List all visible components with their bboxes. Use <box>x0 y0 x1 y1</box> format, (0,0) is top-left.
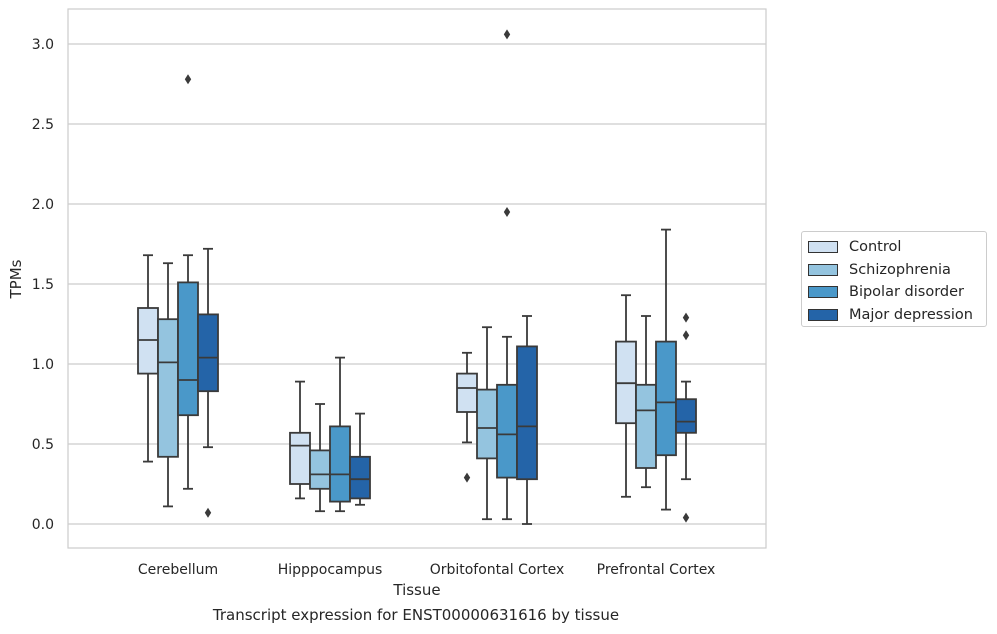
box-cerebellum-schizophrenia <box>157 262 179 508</box>
box-series <box>137 29 697 525</box>
x-axis-label: Tissue <box>392 581 440 599</box>
legend-label: Control <box>849 239 902 256</box>
legend-label: Bipolar disorder <box>849 284 964 301</box>
iqr-box <box>309 449 331 490</box>
iqr-box <box>516 345 538 481</box>
outlier-point <box>503 207 511 217</box>
box-orbitofontal-cortex-major-depression <box>516 315 538 525</box>
outlier-point <box>682 312 690 323</box>
legend-item: Major depression <box>808 304 980 327</box>
outlier-point <box>503 29 511 40</box>
legend-item: Bipolar disorder <box>808 281 980 304</box>
x-tick-label: Cerebellum <box>138 562 218 578</box>
outlier-point <box>682 512 690 523</box>
outlier-point <box>204 507 212 518</box>
box-prefrontal-cortex-schizophrenia <box>635 315 657 489</box>
legend-label: Major depression <box>849 306 973 323</box>
iqr-box <box>456 372 478 413</box>
box-hipppocampus-major-depression <box>349 412 371 506</box>
box-hipppocampus-schizophrenia <box>309 403 331 513</box>
legend-swatch <box>808 263 838 276</box>
legend: Control Schizophrenia Bipolar disorder Majo… <box>801 231 987 327</box>
box-hipppocampus-bipolar-disorder <box>329 356 351 513</box>
box-prefrontal-cortex-control <box>615 294 637 498</box>
plot-area-frame <box>67 8 767 549</box>
y-tick-label: 1.5 <box>32 277 54 293</box>
y-tick-label: 3.0 <box>32 37 54 53</box>
iqr-box <box>349 455 371 500</box>
y-tick-label: 0.5 <box>32 437 54 453</box>
outlier-point <box>184 74 192 85</box>
x-tick-label: Hipppocampus <box>278 562 383 578</box>
box-orbitofontal-cortex-schizophrenia <box>476 326 498 521</box>
chart-caption: Transcript expression for ENST0000063161… <box>212 606 620 624</box>
box-prefrontal-cortex-major-depression <box>675 312 697 523</box>
x-tick-labels: Cerebellum Hipppocampus Orbitofontal Corte… <box>138 562 715 578</box>
y-tick-label: 2.5 <box>32 117 54 133</box>
iqr-box <box>329 425 351 503</box>
iqr-box <box>496 383 518 479</box>
y-tick-label: 1.0 <box>32 357 54 373</box>
iqr-box <box>476 388 498 460</box>
y-tick-label: 0.0 <box>32 517 54 533</box>
iqr-box <box>289 431 311 485</box>
legend-item: Control <box>808 236 980 259</box>
box-cerebellum-control <box>137 254 159 463</box>
y-axis-label: TPMs <box>7 259 25 299</box>
iqr-box <box>177 281 199 417</box>
iqr-box <box>635 383 657 469</box>
box-cerebellum-major-depression <box>197 247 219 518</box>
iqr-box <box>157 318 179 458</box>
legend-swatch <box>808 308 838 321</box>
x-tick-label: Prefrontal Cortex <box>597 562 716 578</box>
y-tick-labels: 0.0 0.5 1.0 1.5 2.0 2.5 3.0 <box>32 37 54 533</box>
outlier-point <box>682 330 690 341</box>
box-orbitofontal-cortex-control <box>456 351 478 483</box>
legend-swatch <box>808 286 838 299</box>
x-tick-label: Orbitofontal Cortex <box>430 562 565 578</box>
iqr-box <box>197 313 219 393</box>
legend-label: Schizophrenia <box>849 261 951 278</box>
box-cerebellum-bipolar-disorder <box>177 74 199 490</box>
y-tick-label: 2.0 <box>32 197 54 213</box>
legend-swatch <box>808 241 838 254</box>
iqr-box <box>675 398 697 434</box>
legend-item: Schizophrenia <box>808 259 980 282</box>
outlier-point <box>463 472 471 483</box>
box-orbitofontal-cortex-bipolar-disorder <box>496 29 518 521</box>
box-hipppocampus-control <box>289 380 311 500</box>
box-prefrontal-cortex-bipolar-disorder <box>655 228 677 511</box>
iqr-box <box>655 340 677 457</box>
